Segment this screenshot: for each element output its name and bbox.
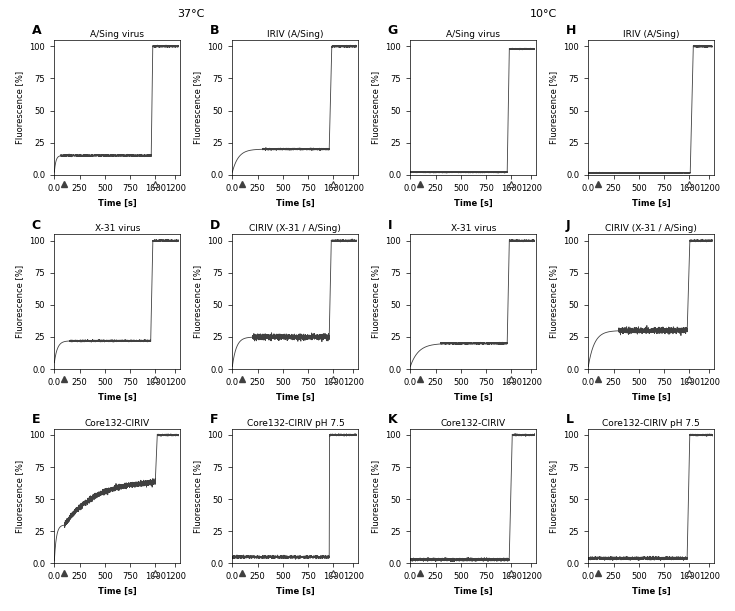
Title: A/Sing virus: A/Sing virus <box>446 30 501 39</box>
Y-axis label: Fluorescence [%]: Fluorescence [%] <box>549 265 558 338</box>
Y-axis label: Fluorescence [%]: Fluorescence [%] <box>15 71 24 144</box>
Text: C: C <box>32 219 40 232</box>
Y-axis label: Fluorescence [%]: Fluorescence [%] <box>193 459 202 533</box>
Text: E: E <box>32 413 40 426</box>
Y-axis label: Fluorescence [%]: Fluorescence [%] <box>549 71 558 144</box>
Title: Core132-CIRIV: Core132-CIRIV <box>441 419 506 428</box>
Title: IRIV (A/Sing): IRIV (A/Sing) <box>623 30 680 39</box>
Y-axis label: Fluorescence [%]: Fluorescence [%] <box>371 459 380 533</box>
X-axis label: Time [s]: Time [s] <box>98 199 137 207</box>
X-axis label: Time [s]: Time [s] <box>454 199 492 207</box>
Text: F: F <box>209 413 218 426</box>
Title: Core132-CIRIV pH 7.5: Core132-CIRIV pH 7.5 <box>603 419 700 428</box>
Title: CIRIV (X-31 / A/Sing): CIRIV (X-31 / A/Sing) <box>249 224 341 233</box>
X-axis label: Time [s]: Time [s] <box>632 393 671 401</box>
Y-axis label: Fluorescence [%]: Fluorescence [%] <box>15 265 24 338</box>
Text: K: K <box>387 413 397 426</box>
Text: H: H <box>566 24 576 37</box>
Title: A/Sing virus: A/Sing virus <box>90 30 144 39</box>
Text: 10°C: 10°C <box>530 9 558 19</box>
Text: G: G <box>387 24 398 37</box>
X-axis label: Time [s]: Time [s] <box>98 393 137 401</box>
Y-axis label: Fluorescence [%]: Fluorescence [%] <box>193 265 202 338</box>
Text: A: A <box>32 24 41 37</box>
X-axis label: Time [s]: Time [s] <box>454 587 492 596</box>
Text: L: L <box>566 413 573 426</box>
Text: 37°C: 37°C <box>177 9 205 19</box>
Title: IRIV (A/Sing): IRIV (A/Sing) <box>267 30 323 39</box>
Y-axis label: Fluorescence [%]: Fluorescence [%] <box>193 71 202 144</box>
X-axis label: Time [s]: Time [s] <box>276 587 315 596</box>
Text: I: I <box>387 219 392 232</box>
X-axis label: Time [s]: Time [s] <box>632 587 671 596</box>
X-axis label: Time [s]: Time [s] <box>632 199 671 207</box>
Text: J: J <box>566 219 570 232</box>
Text: D: D <box>209 219 220 232</box>
Title: X-31 virus: X-31 virus <box>95 224 140 233</box>
Y-axis label: Fluorescence [%]: Fluorescence [%] <box>549 459 558 533</box>
Y-axis label: Fluorescence [%]: Fluorescence [%] <box>371 71 380 144</box>
Y-axis label: Fluorescence [%]: Fluorescence [%] <box>371 265 380 338</box>
X-axis label: Time [s]: Time [s] <box>98 587 137 596</box>
X-axis label: Time [s]: Time [s] <box>276 199 315 207</box>
Title: Core132-CIRIV pH 7.5: Core132-CIRIV pH 7.5 <box>246 419 344 428</box>
Text: B: B <box>209 24 219 37</box>
Title: X-31 virus: X-31 virus <box>451 224 496 233</box>
Title: Core132-CIRIV: Core132-CIRIV <box>85 419 150 428</box>
Title: CIRIV (X-31 / A/Sing): CIRIV (X-31 / A/Sing) <box>606 224 698 233</box>
X-axis label: Time [s]: Time [s] <box>454 393 492 401</box>
Y-axis label: Fluorescence [%]: Fluorescence [%] <box>15 459 24 533</box>
X-axis label: Time [s]: Time [s] <box>276 393 315 401</box>
